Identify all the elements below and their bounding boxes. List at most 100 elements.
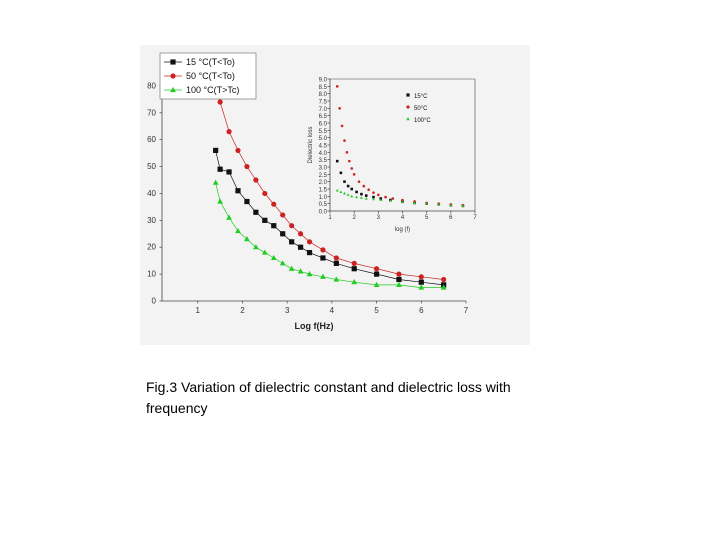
inset-x-tick-label: 5 — [425, 215, 429, 221]
main-series-2-point — [289, 223, 295, 229]
inset-y-tick-label: 0.5 — [319, 202, 328, 208]
inset-x-tick-label: 1 — [328, 215, 332, 221]
inset-y-tick-label: 4.5 — [319, 144, 328, 150]
main-series-3-point — [217, 198, 223, 204]
inset-series-3-point — [437, 202, 441, 206]
main-series-3-point — [306, 270, 313, 277]
inset-series-3-point — [364, 196, 368, 200]
main-series-2-point — [396, 271, 402, 277]
inset-series-1-point — [372, 195, 375, 199]
inset-series-2-point — [352, 173, 356, 176]
inset-y-tick-label: 2.0 — [319, 180, 328, 186]
main-series-1-point — [306, 250, 313, 256]
inset-series-3-point — [359, 196, 363, 199]
main-series-3-point — [396, 281, 402, 287]
inset-series-2-point — [348, 159, 351, 163]
inset-y-tick-label: 6.0 — [319, 122, 328, 128]
inset-y-tick-label: 3.0 — [319, 166, 328, 172]
main-series-1-point — [396, 276, 402, 283]
inset-series-2-point — [335, 85, 339, 88]
inset-legend-label-3: 100°C — [414, 118, 431, 124]
main-series-3-point — [351, 279, 358, 285]
inset-series-1-point — [346, 184, 350, 188]
main-series-1-point — [418, 279, 424, 285]
main-series-1-point — [280, 231, 286, 237]
main-series-1-point — [351, 266, 357, 272]
main-series-2-point — [418, 274, 424, 280]
inset-legend-label-2: 50°C — [414, 106, 428, 112]
main-series-2-point — [235, 147, 241, 154]
inset-legend-label-1: 15°C — [414, 94, 428, 100]
main-series-1-point — [333, 260, 339, 266]
inset-series-1-point — [343, 180, 346, 183]
main-series-2-point — [271, 201, 277, 207]
main-series-2-point — [217, 99, 223, 105]
main-series-1-point — [320, 255, 326, 261]
inset-series-3-point — [449, 203, 453, 207]
main-legend-marker-1 — [170, 59, 176, 65]
inset-series-2-point — [367, 188, 370, 192]
main-series-2-point — [280, 212, 286, 218]
inset-series-3-point — [343, 191, 346, 195]
main-y-tick-label: 60 — [147, 135, 156, 144]
inset-series-2-point — [340, 124, 344, 128]
main-series-2-point — [297, 231, 304, 237]
main-series-3-point — [270, 254, 277, 261]
inset-series-2-point — [338, 107, 341, 110]
inset-series-2-point — [350, 167, 354, 170]
inset-series-2-point — [401, 198, 404, 202]
main-x-tick-label: 6 — [419, 306, 424, 315]
inset-series-2-point — [345, 151, 349, 154]
main-y-tick-label: 0 — [152, 297, 157, 306]
main-legend-marker-2 — [170, 73, 176, 79]
inset-series-3-point — [388, 199, 392, 202]
main-series-3-point — [320, 273, 326, 279]
main-x-axis-title: Log f(Hz) — [295, 321, 334, 331]
inset-x-tick-label: 7 — [473, 215, 477, 221]
main-series-1-point — [373, 271, 380, 277]
inset-series-1-point — [360, 192, 363, 196]
inset-y-tick-label: 5.5 — [319, 129, 328, 135]
inset-series-3-point — [379, 198, 383, 202]
inset-series-2-point — [377, 193, 380, 197]
inset-series-1-point — [350, 187, 354, 191]
inset-series-3-point — [401, 200, 404, 204]
inset-legend-marker-1 — [406, 93, 410, 97]
inset-y-tick-label: 7.0 — [319, 107, 328, 113]
main-y-tick-label: 10 — [147, 270, 156, 279]
main-legend-label-3: 100 °C(T>Tc) — [186, 85, 239, 95]
main-series-3-point — [418, 284, 425, 290]
main-series-3-point — [333, 276, 340, 282]
inset-y-axis-title: Dielectric loss — [308, 126, 314, 163]
main-y-tick-label: 70 — [147, 108, 156, 117]
inset-y-tick-label: 5.0 — [319, 136, 328, 142]
main-series-2-point — [373, 266, 380, 272]
main-series-3-point — [279, 260, 286, 266]
inset-x-tick-label: 3 — [377, 215, 381, 221]
inset-series-3-point — [425, 202, 429, 205]
main-series-1-point — [217, 166, 223, 172]
inset-x-tick-label: 2 — [352, 215, 356, 221]
inset-x-tick-label: 6 — [449, 215, 453, 221]
main-series-1-point — [262, 217, 268, 223]
inset-series-2-point — [357, 180, 361, 183]
inset-series-3-point — [461, 204, 465, 207]
inset-series-3-point — [372, 197, 375, 201]
main-x-tick-label: 1 — [196, 306, 201, 315]
main-series-3-point — [235, 227, 241, 234]
inset-y-tick-label: 6.5 — [319, 114, 328, 120]
main-series-3-point — [244, 236, 250, 242]
inset-chart: 1 2 3 4 5 6 7 0.0 0.51.01.5 2.02.53.0 3.54.04.5 5.0… — [308, 78, 477, 234]
main-series-3-point — [373, 281, 380, 287]
inset-series-3-point — [339, 190, 343, 193]
inset-y-tick-label: 1.0 — [319, 195, 328, 201]
inset-series-1-point — [355, 190, 358, 194]
main-series-3-point — [288, 265, 295, 271]
main-x-tick-label: 5 — [374, 306, 379, 315]
inset-y-tick-label: 2.5 — [319, 173, 328, 179]
inset-y-tick-label: 7.5 — [319, 100, 328, 106]
main-x-tick-label: 2 — [240, 306, 245, 315]
inset-series-3-point — [346, 193, 350, 196]
inset-y-tick-label: 1.5 — [319, 188, 328, 194]
inset-series-1-point — [364, 194, 368, 197]
